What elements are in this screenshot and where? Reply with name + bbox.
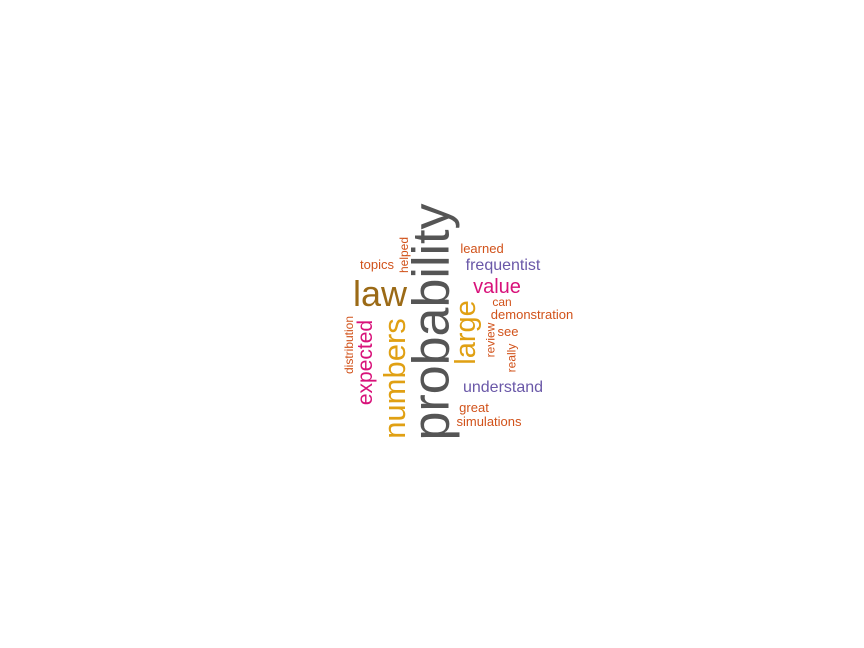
word-distribution: distribution <box>342 315 356 375</box>
word-great: great <box>459 399 489 415</box>
word-review: review <box>483 322 497 358</box>
word-demonstration: demonstration <box>490 306 574 322</box>
word-helped: helped <box>396 236 411 274</box>
word-understand: understand <box>462 379 544 396</box>
word-value: value <box>473 276 521 298</box>
word-large: large <box>449 299 482 365</box>
word-law: law <box>352 273 408 314</box>
word-expected: expected <box>354 319 378 405</box>
word-can: can <box>492 295 512 309</box>
word-frequentist: frequentist <box>465 257 541 274</box>
word-see: see <box>497 323 519 339</box>
word-numbers: numbers <box>376 317 412 439</box>
word-really: really <box>504 343 518 373</box>
word-simulations: simulations <box>456 413 522 429</box>
word-learned: learned <box>460 240 504 256</box>
word-topics: topics <box>360 256 394 272</box>
